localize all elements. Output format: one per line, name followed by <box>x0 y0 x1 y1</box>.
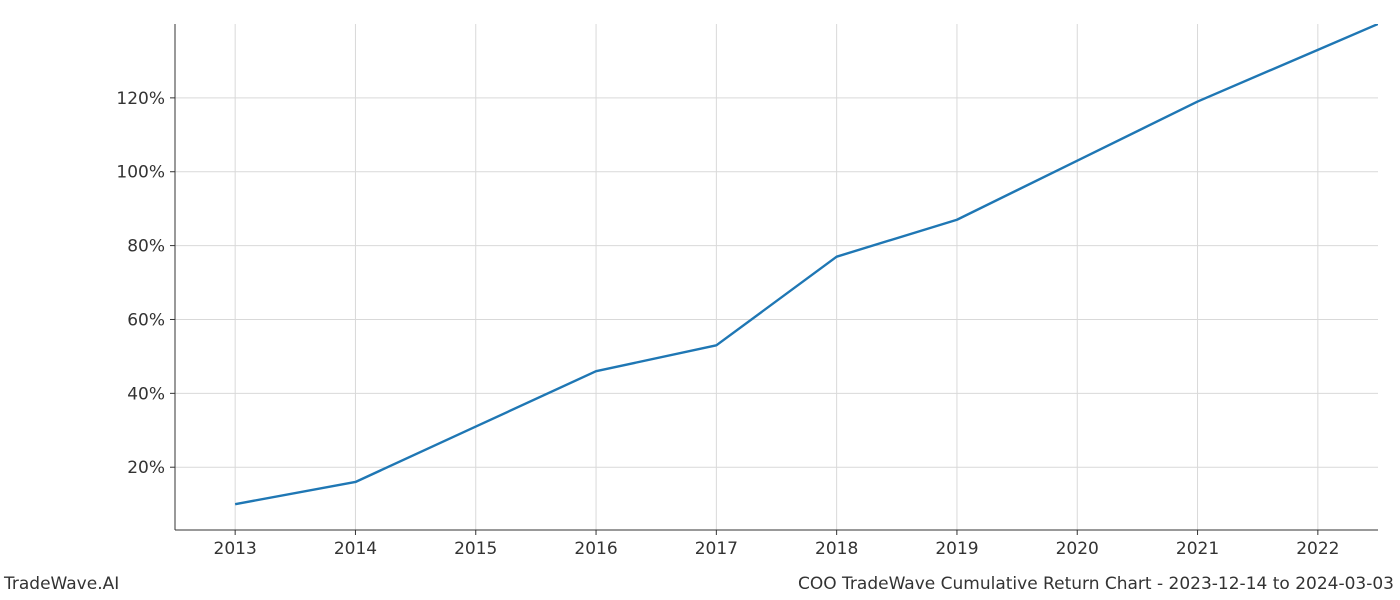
x-tick-label: 2013 <box>214 539 257 559</box>
y-tick-label: 40% <box>127 384 165 404</box>
footer-right-label: COO TradeWave Cumulative Return Chart - … <box>798 574 1394 594</box>
x-tick-label: 2018 <box>815 539 858 559</box>
x-tick-label: 2021 <box>1176 539 1219 559</box>
grid-vertical <box>235 24 1318 530</box>
x-tick-label: 2020 <box>1056 539 1099 559</box>
x-tick-label: 2019 <box>935 539 978 559</box>
line-chart: 2013 2014 2015 2016 2017 2018 2019 2020 2021 2022… <box>0 0 1400 600</box>
y-tick-label: 60% <box>127 310 165 330</box>
footer-left-label: TradeWave.AI <box>4 574 119 594</box>
chart-series <box>235 24 1378 504</box>
chart-container: 2013 2014 2015 2016 2017 2018 2019 2020 2021 2022… <box>0 0 1400 600</box>
series-line <box>235 24 1378 504</box>
y-tick-label: 20% <box>127 458 165 478</box>
x-tick-label: 2017 <box>695 539 738 559</box>
x-tick-labels: 2013 2014 2015 2016 2017 2018 2019 2020 2021 2022 <box>214 530 1340 559</box>
y-tick-label: 100% <box>116 163 165 183</box>
y-tick-label: 80% <box>127 237 165 257</box>
y-tick-labels: 20% 40% 60% 80% 100% 120% <box>116 89 175 478</box>
x-tick-label: 2016 <box>574 539 617 559</box>
x-tick-label: 2014 <box>334 539 377 559</box>
x-tick-label: 2015 <box>454 539 497 559</box>
x-tick-label: 2022 <box>1296 539 1339 559</box>
y-tick-label: 120% <box>116 89 165 109</box>
